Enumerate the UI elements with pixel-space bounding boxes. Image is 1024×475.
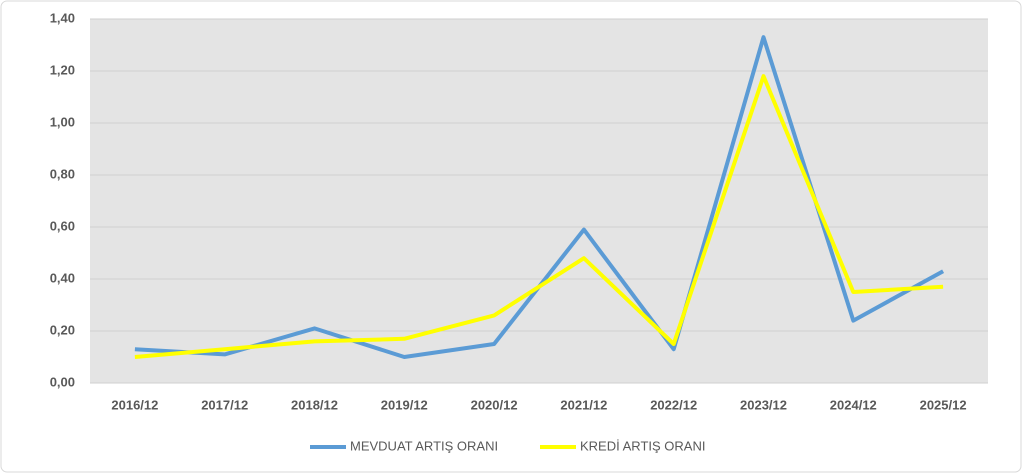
x-tick-label: 2016/12 [111,397,158,412]
x-tick-label: 2018/12 [291,397,338,412]
x-tick-label: 2020/12 [471,397,518,412]
x-tick-label: 2022/12 [650,397,697,412]
x-tick-label: 2024/12 [830,397,877,412]
legend-label: KREDİ ARTIŞ ORANI [580,438,705,453]
x-tick-label: 2019/12 [381,397,428,412]
y-tick-label: 1,40 [50,10,75,25]
legend-label: MEVDUAT ARTIŞ ORANI [350,438,498,453]
y-tick-label: 0,20 [50,322,75,337]
x-tick-label: 2025/12 [920,397,967,412]
y-tick-label: 0,40 [50,270,75,285]
y-tick-label: 1,20 [50,62,75,77]
y-tick-label: 1,00 [50,114,75,129]
y-tick-label: 0,80 [50,166,75,181]
y-tick-label: 0,60 [50,218,75,233]
series-line [134,74,944,359]
plot-area [90,19,988,383]
y-tick-label: 0,00 [50,374,75,389]
x-tick-label: 2023/12 [740,397,787,412]
x-tick-label: 2021/12 [560,397,607,412]
x-tick-label: 2017/12 [201,397,248,412]
